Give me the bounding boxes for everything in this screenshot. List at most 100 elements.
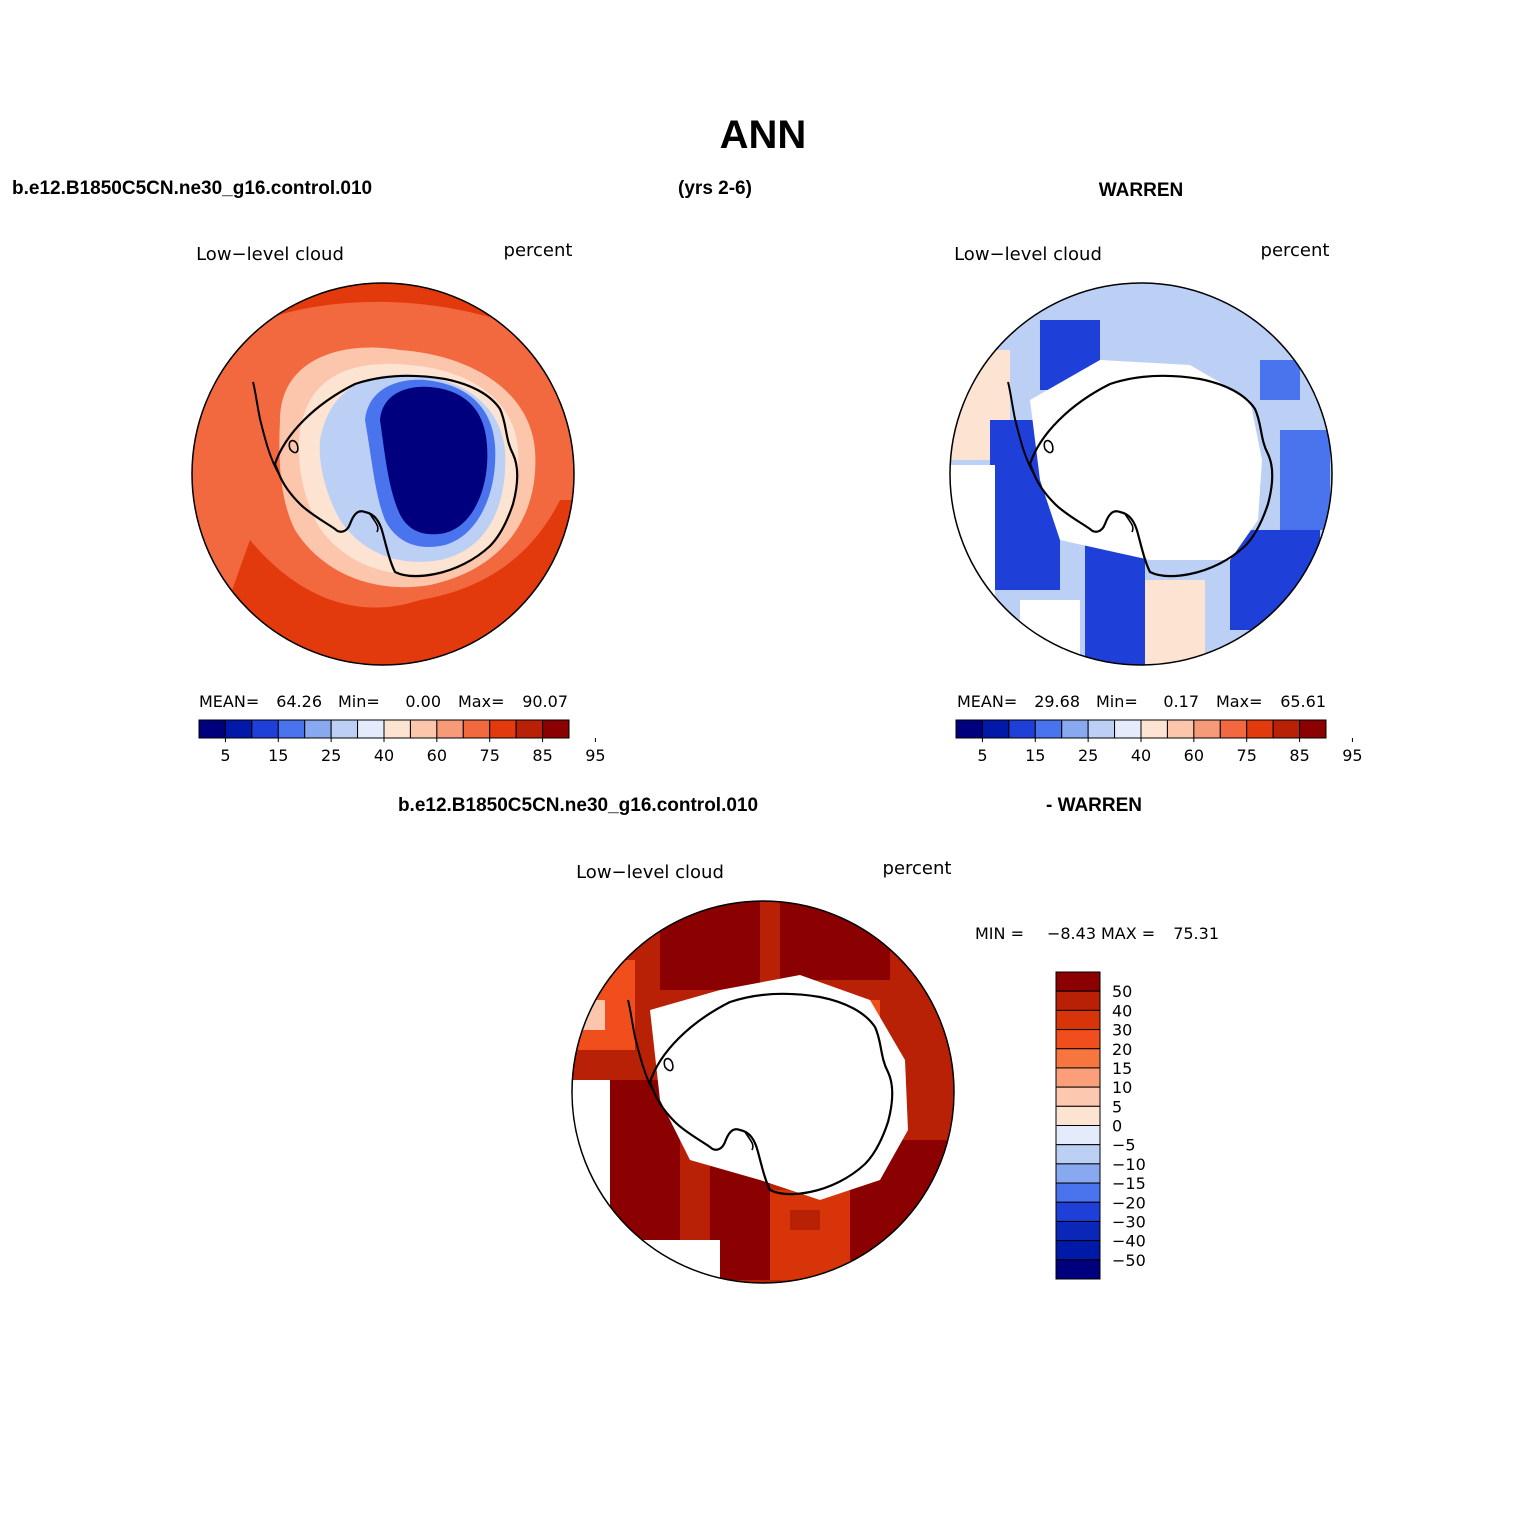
diff-obs-name: - WARREN [1046, 795, 1142, 816]
colorbar-swatch [1219, 719, 1248, 739]
panel-diff-max: 75.31 [1173, 924, 1219, 943]
colorbar-swatch [489, 719, 517, 739]
panel-obs-units: percent [1261, 240, 1330, 261]
colorbar-swatch [1114, 719, 1142, 739]
colorbar-swatch [1166, 719, 1195, 739]
colorbar-swatch [304, 719, 332, 739]
colorbar-tick-label: 40 [374, 746, 394, 765]
colorbar-tick-label: 85 [532, 746, 552, 765]
colorbar-tick-label: 0 [1112, 1117, 1122, 1136]
colorbar-tick-label: 95 [1342, 746, 1362, 765]
colorbar-tick-label: −15 [1112, 1174, 1146, 1193]
colorbar-swatch [542, 719, 570, 739]
colorbar-swatch [1055, 1048, 1101, 1069]
colorbar-swatch [1299, 719, 1327, 739]
obs-name-right: WARREN [1099, 180, 1183, 201]
panel-obs-mean: 29.68 [1034, 692, 1080, 711]
panel-diff-min-label: MIN = [975, 924, 1024, 943]
colorbar-tick-label: −20 [1112, 1193, 1146, 1212]
panel-model-min: 0.00 [405, 692, 441, 711]
colorbar-swatch [277, 719, 306, 739]
panel-obs-mean-label: MEAN= [957, 692, 1017, 711]
colorbar-swatch [955, 719, 983, 739]
colorbar-swatch [1055, 1125, 1101, 1146]
case-name-left: b.e12.B1850C5CN.ne30_g16.control.010 [12, 178, 372, 199]
colorbar-tick-label: 85 [1289, 746, 1309, 765]
panel-model-min-label: Min= [338, 692, 380, 711]
colorbar-tick-label: 75 [480, 746, 500, 765]
panel-obs-min: 0.17 [1163, 692, 1199, 711]
panel-diff-variable: Low−level cloud [576, 862, 724, 883]
colorbar-tick-label: 50 [1112, 982, 1132, 1001]
colorbar-tick-label: 95 [585, 746, 605, 765]
colorbar-tick-label: 15 [268, 746, 288, 765]
colorbar-tick-label: 15 [1025, 746, 1045, 765]
panel-obs-max-label: Max= [1216, 692, 1262, 711]
colorbar-swatch [1055, 971, 1101, 992]
colorbar-swatch [436, 719, 464, 739]
panel-model: Low−level cloud percent MEAN= 64.26 Min=… [191, 240, 606, 765]
panel-diff-min: −8.43 [1047, 924, 1096, 943]
panel-model-max-label: Max= [458, 692, 504, 711]
colorbar-swatch [1055, 1029, 1101, 1050]
colorbar-swatch [981, 719, 1010, 739]
panel-obs-max: 65.61 [1280, 692, 1326, 711]
colorbar-swatch [357, 719, 385, 739]
colorbar-swatch [224, 719, 253, 739]
figure-title: ANN [720, 113, 807, 157]
colorbar-swatch [1061, 719, 1089, 739]
panel-obs-min-label: Min= [1096, 692, 1138, 711]
colorbar-tick-label: 25 [1078, 746, 1098, 765]
colorbar-tick-label: −50 [1112, 1251, 1146, 1270]
colorbar-swatch [1246, 719, 1274, 739]
colorbar-swatch [1055, 1086, 1101, 1107]
colorbar-swatch [1055, 990, 1101, 1011]
panel-obs: Low−level cloud percent MEAN= 29.68 Min=… [949, 240, 1363, 765]
panel-obs-colorbar: 5 15 25 40 60 75 85 95 [955, 719, 1363, 765]
colorbar-tick-label: 25 [321, 746, 341, 765]
colorbar-swatch [1055, 1009, 1101, 1031]
panel-model-colorbar: 5 15 25 40 60 75 85 95 [198, 719, 606, 765]
colorbar-swatch [251, 719, 279, 739]
panel-model-variable: Low−level cloud [196, 244, 344, 265]
colorbar-tick-label: 60 [1184, 746, 1204, 765]
colorbar-tick-label: 5 [977, 746, 987, 765]
obs-polar-map [950, 283, 1332, 665]
colorbar-tick-label: 60 [427, 746, 447, 765]
colorbar-swatch [1087, 719, 1116, 739]
colorbar-tick-label: 5 [1112, 1097, 1122, 1116]
colorbar-tick-label: −5 [1112, 1136, 1136, 1155]
panel-diff: Low−level cloud percent MIN = −8.43 MAX … [571, 858, 1219, 1284]
colorbar-tick-label: −10 [1112, 1155, 1146, 1174]
panel-model-mean-label: MEAN= [199, 692, 259, 711]
panel-obs-variable: Low−level cloud [954, 244, 1102, 265]
colorbar-tick-label: 40 [1131, 746, 1151, 765]
colorbar-swatch [1055, 1240, 1101, 1261]
colorbar-swatch [1055, 1220, 1101, 1242]
colorbar-swatch [1055, 1067, 1101, 1088]
colorbar-tick-label: 20 [1112, 1040, 1132, 1059]
colorbar-swatch [1034, 719, 1063, 739]
colorbar-tick-label: 15 [1112, 1059, 1132, 1078]
colorbar-swatch [1140, 719, 1168, 739]
diff-case-name: b.e12.B1850C5CN.ne30_g16.control.010 [398, 795, 758, 816]
panel-model-units: percent [504, 240, 573, 261]
colorbar-swatch [198, 719, 226, 739]
colorbar-tick-label: 30 [1112, 1021, 1132, 1040]
colorbar-swatch [330, 719, 359, 739]
colorbar-tick-label: 40 [1112, 1001, 1132, 1020]
model-polar-map [192, 283, 574, 665]
colorbar-swatch [409, 719, 438, 739]
colorbar-swatch [383, 719, 411, 739]
years-label: (yrs 2-6) [678, 178, 752, 199]
colorbar-swatch [515, 719, 544, 739]
colorbar-swatch [1055, 1182, 1101, 1203]
colorbar-swatch [1272, 719, 1301, 739]
colorbar-swatch [1055, 1163, 1101, 1184]
colorbar-swatch [1055, 1259, 1101, 1280]
colorbar-tick-label: −40 [1112, 1232, 1146, 1251]
colorbar-swatch [462, 719, 491, 739]
colorbar-swatch [1055, 1201, 1101, 1222]
